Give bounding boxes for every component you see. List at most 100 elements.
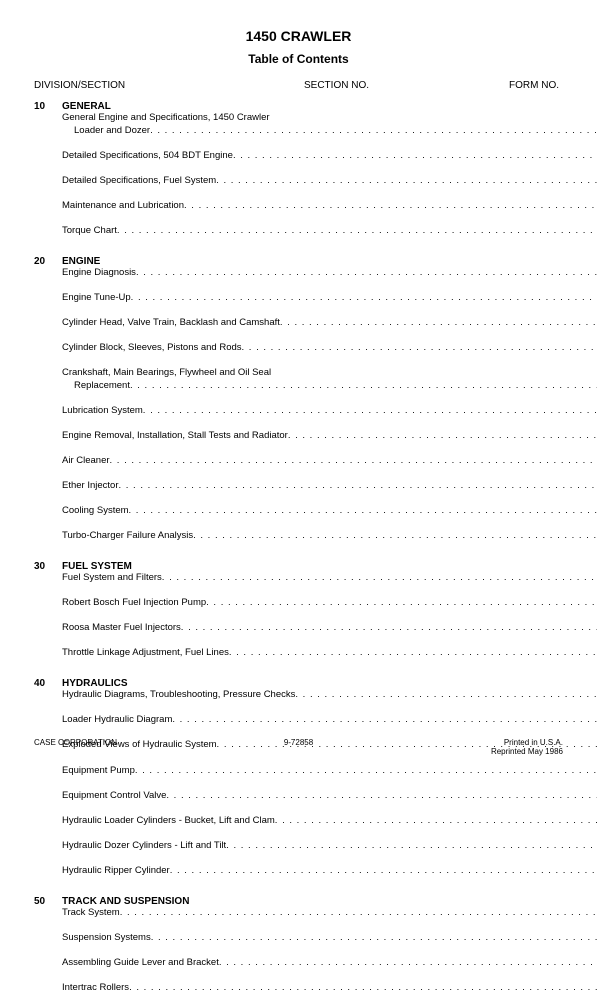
- toc-row: Ether Injector 20539-72855: [34, 480, 563, 505]
- toc-row: Loader Hydraulic Diagram 4011, Sup. 19-7…: [34, 714, 563, 739]
- toc-row: Maintenance and Lubrication 10509-72855: [34, 200, 563, 225]
- toc-label: Throttle Linkage Adjustment, Fuel Lines: [62, 647, 229, 660]
- dot-leader: [117, 225, 597, 238]
- toc-description: Robert Bosch Fuel Injection Pump: [62, 597, 597, 610]
- toc-row: Crankshaft, Main Bearings, Flywheel and …: [34, 367, 563, 380]
- toc-row: Equipment Control Valve 40169-72855: [34, 790, 563, 815]
- toc-label: Loader and Dozer: [62, 125, 150, 138]
- toc-row: Engine Tune-Up 20029-76379: [34, 292, 563, 317]
- toc-label: Robert Bosch Fuel Injection Pump: [62, 597, 206, 610]
- toc-label: Intertrac Rollers: [62, 982, 129, 995]
- toc-description: Engine Tune-Up: [62, 292, 597, 305]
- dot-leader: [150, 125, 597, 138]
- dot-leader: [129, 982, 597, 995]
- toc-label: Fuel System and Filters: [62, 572, 162, 585]
- doc-subtitle: Table of Contents: [34, 52, 563, 66]
- toc-row: Suspension Systems 50199-72856: [34, 932, 563, 957]
- dot-leader: [275, 815, 597, 828]
- toc-label: Lubrication System: [62, 405, 143, 418]
- toc-label: Assembling Guide Lever and Bracket: [62, 957, 219, 970]
- division-title: HYDRAULICS: [62, 678, 128, 689]
- toc-label: Hydraulic Diagrams, Troubleshooting, Pre…: [62, 689, 295, 702]
- toc-row: Cooling System 20559-76337: [34, 505, 563, 530]
- toc-description: Engine Removal, Installation, Stall Test…: [62, 430, 597, 443]
- division-title: GENERAL: [62, 101, 111, 112]
- toc-label: Loader Hydraulic Diagram: [62, 714, 172, 727]
- toc-description: Maintenance and Lubrication: [62, 200, 597, 213]
- division-title: ENGINE: [62, 256, 100, 267]
- dot-leader: [206, 597, 597, 610]
- toc-row: Hydraulic Loader Cylinders - Bucket, Lif…: [34, 815, 563, 840]
- toc-description: Torque Chart: [62, 225, 597, 238]
- toc-row: Engine Removal, Installation, Stall Test…: [34, 430, 563, 455]
- dot-leader: [162, 572, 597, 585]
- division-header: 30FUEL SYSTEM: [34, 561, 563, 572]
- footer-center: 9-72858: [210, 738, 386, 757]
- toc-label: Detailed Specifications, Fuel System: [62, 175, 216, 188]
- dot-leader: [233, 150, 597, 163]
- dot-leader: [242, 342, 597, 355]
- toc-description: Replacement: [62, 380, 597, 393]
- toc-label: Cylinder Head, Valve Train, Backlash and…: [62, 317, 280, 330]
- toc-label: Cylinder Block, Sleeves, Pistons and Rod…: [62, 342, 242, 355]
- toc-description: Crankshaft, Main Bearings, Flywheel and …: [62, 367, 352, 380]
- dot-leader: [216, 175, 597, 188]
- footer-right: Printed in U.S.A.Reprinted May 1986: [387, 738, 563, 757]
- division-number: 40: [34, 678, 62, 689]
- toc-description: Hydraulic Dozer Cylinders - Lift and Til…: [62, 840, 597, 853]
- dot-leader: [270, 112, 352, 125]
- toc-description: Loader and Dozer: [62, 125, 597, 138]
- toc-description: Cylinder Head, Valve Train, Backlash and…: [62, 317, 597, 330]
- toc-label: Hydraulic Dozer Cylinders - Lift and Til…: [62, 840, 226, 853]
- dot-leader: [151, 932, 597, 945]
- division-title: TRACK AND SUSPENSION: [62, 896, 189, 907]
- division-header: 20ENGINE: [34, 256, 563, 267]
- toc-row: Torque Chart 10519-72855: [34, 225, 563, 250]
- dot-leader: [295, 689, 597, 702]
- toc-row: Hydraulic Diagrams, Troubleshooting, Pre…: [34, 689, 563, 714]
- division-title: FUEL SYSTEM: [62, 561, 132, 572]
- toc-description: Intertrac Rollers: [62, 982, 597, 995]
- division-number: 30: [34, 561, 62, 572]
- dot-leader: [219, 957, 597, 970]
- toc-row: Equipment Pump 40139-72855: [34, 765, 563, 790]
- toc-row: Fuel System and Filters 30109-75297: [34, 572, 563, 597]
- toc-description: Suspension Systems: [62, 932, 597, 945]
- dot-leader: [129, 505, 597, 518]
- toc-body: 10GENERALGeneral Engine and Specificatio…: [34, 101, 563, 1007]
- toc-row: Robert Bosch Fuel Injection Pump 30129-7…: [34, 597, 563, 622]
- dot-leader: [193, 530, 597, 543]
- toc-description: Hydraulic Loader Cylinders - Bucket, Lif…: [62, 815, 597, 828]
- toc-row: Cylinder Block, Sleeves, Pistons and Rod…: [34, 342, 563, 367]
- dot-leader: [172, 714, 597, 727]
- toc-row: Detailed Specifications, Fuel System 103…: [34, 175, 563, 200]
- division-header: 50TRACK AND SUSPENSION: [34, 896, 563, 907]
- doc-title: 1450 CRAWLER: [34, 28, 563, 44]
- page-footer: CASE CORPORATION 9-72858 Printed in U.S.…: [0, 738, 597, 757]
- toc-label: Hydraulic Ripper Cylinder: [62, 865, 170, 878]
- division-header: 10GENERAL: [34, 101, 563, 112]
- toc-label: Engine Diagnosis: [62, 267, 136, 280]
- dot-leader: [288, 430, 597, 443]
- header-section: SECTION NO.: [304, 80, 434, 91]
- dot-leader: [181, 622, 597, 635]
- dot-leader: [119, 480, 597, 493]
- toc-label: Ether Injector: [62, 480, 119, 493]
- dot-leader: [131, 292, 597, 305]
- toc-description: Hydraulic Ripper Cylinder: [62, 865, 597, 878]
- toc-row: Turbo-Charger Failure Analysis 25659-782…: [34, 530, 563, 555]
- toc-description: Detailed Specifications, 504 BDT Engine: [62, 150, 597, 163]
- dot-leader: [110, 455, 597, 468]
- division-number: 50: [34, 896, 62, 907]
- dot-leader: [166, 790, 597, 803]
- toc-description: Lubrication System: [62, 405, 597, 418]
- header-division: DIVISION/SECTION: [34, 80, 304, 91]
- header-form: FORM NO.: [434, 80, 563, 91]
- toc-label: Torque Chart: [62, 225, 117, 238]
- dot-leader: [271, 367, 352, 380]
- dot-leader: [136, 267, 597, 280]
- dot-leader: [130, 380, 597, 393]
- division-number: 20: [34, 256, 62, 267]
- toc-description: Assembling Guide Lever and Bracket: [62, 957, 597, 970]
- toc-description: Air Cleaner: [62, 455, 597, 468]
